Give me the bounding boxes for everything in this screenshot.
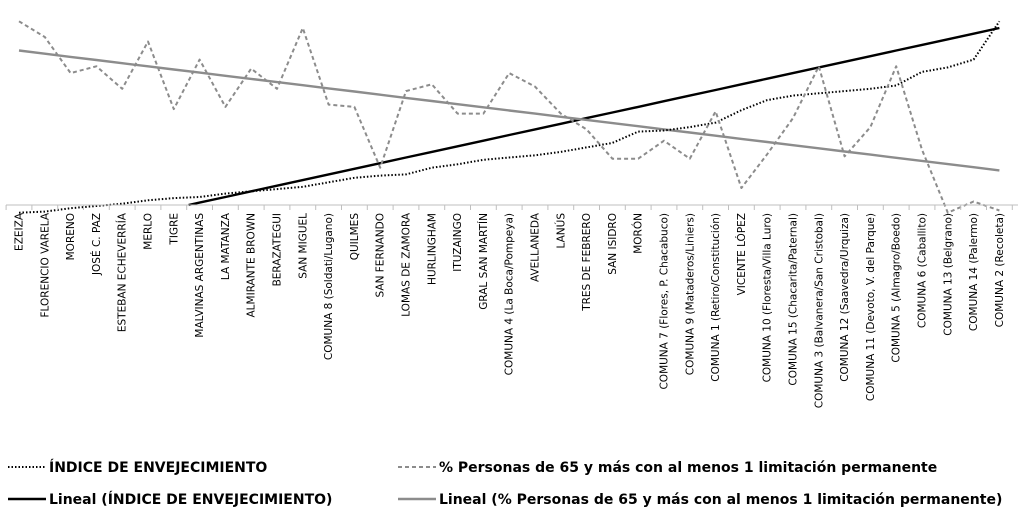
x-tick-label: COMUNA 15 (Chacarita/Paternal) xyxy=(788,213,800,386)
legend-item: Lineal (ÍNDICE DE ENVEJECIMIENTO) xyxy=(8,491,332,508)
trend-line xyxy=(188,26,1000,207)
legend-label: % Personas de 65 y más con al menos 1 li… xyxy=(439,460,937,476)
trend-line xyxy=(18,49,1000,172)
x-tick-label: COMUNA 8 (Soldati/Lugano) xyxy=(323,213,335,360)
x-tick-label: COMUNA 10 (Floresta/Villa Luro) xyxy=(762,213,774,382)
x-tick-label: TRES DE FEBRERO xyxy=(581,213,593,312)
series-line xyxy=(18,20,1001,214)
x-tick-label: COMUNA 5 (Almagro/Boedo) xyxy=(891,213,903,363)
x-tick-label: SAN FERNANDO xyxy=(375,213,387,297)
x-tick-label: COMUNA 13 (Belgrano) xyxy=(942,213,954,336)
series-line xyxy=(18,20,1000,214)
legend: ÍNDICE DE ENVEJECIMIENTO % Personas de 65… xyxy=(8,459,1002,508)
legend-item: ÍNDICE DE ENVEJECIMIENTO xyxy=(8,459,267,476)
x-tick-label: COMUNA 9 (Mataderos/Liniers) xyxy=(684,213,696,375)
x-tick-label: GRAL SAN MARTÍN xyxy=(477,213,490,310)
x-tick-label: COMUNA 12 (Saavedra/Urquiza) xyxy=(839,213,851,382)
x-tick-label: COMUNA 4 (La Boca/Pompeya) xyxy=(504,213,516,375)
x-tick-label: COMUNA 6 (Caballito) xyxy=(917,213,929,328)
x-tick-label: COMUNA 14 (Palermo) xyxy=(968,213,980,331)
x-tick-label: FLORENCIO VARELA xyxy=(39,212,51,317)
x-tick-label: ESTEBAN ECHEVERRÍA xyxy=(116,212,129,332)
legend-label: Lineal (% Personas de 65 y más con al me… xyxy=(439,492,1002,508)
x-tick-label: MERLO xyxy=(143,213,155,250)
x-tick-label: JOSÉ C. PAZ xyxy=(90,213,103,276)
x-tick-label: EZEIZA xyxy=(14,212,26,251)
x-tick-label: HURLINGHAM xyxy=(426,213,438,285)
x-tick-label: MORENO xyxy=(65,213,77,260)
legend-item: Lineal (% Personas de 65 y más con al me… xyxy=(398,492,1002,508)
series-lineal-indice-de-envejecimiento xyxy=(188,26,1000,207)
series-lineal-personas-de-65-y-mas-con-al-menos-1-limitacion-permanente xyxy=(18,49,1000,172)
x-tick-label: QUILMES xyxy=(349,213,361,261)
plot-area xyxy=(18,20,1001,214)
x-axis: EZEIZA FLORENCIO VARELA MORENO JOSÉ C. PAZ E… xyxy=(5,204,1018,408)
x-tick-label: LA MATANZA xyxy=(220,212,232,280)
x-tick-label: COMUNA 2 (Recoleta) xyxy=(994,213,1006,327)
x-tick-label: SAN MIGUEL xyxy=(297,213,309,279)
x-tick-label: MALVINAS ARGENTINAS xyxy=(194,213,206,338)
x-tick-label: LOMAS DE ZAMORA xyxy=(401,212,413,317)
x-tick-label: ITUZAINGO xyxy=(452,213,464,272)
x-tick-label: AVELLANEDA xyxy=(530,212,542,282)
x-tick-label: SAN ISIDRO xyxy=(607,213,619,275)
x-tick-label: COMUNA 11 (Devoto, V. del Parque) xyxy=(865,213,877,401)
x-tick-label: BERAZATEGUI xyxy=(272,213,284,286)
x-tick-label: ALMIRANTE BROWN xyxy=(246,213,258,317)
x-tick-label: COMUNA 1 (Retiro/Constitución) xyxy=(710,213,722,382)
x-tick-label: TIGRE xyxy=(168,213,180,246)
series-personas-de-65-y-mas-con-al-menos-1-limitacion-permanente xyxy=(18,20,1000,214)
x-tick-label: COMUNA 3 (Balvanera/San Cristobal) xyxy=(813,213,825,408)
legend-label: ÍNDICE DE ENVEJECIMIENTO xyxy=(49,459,267,476)
x-tick-label: COMUNA 7 (Flores, P. Chacabuco) xyxy=(659,213,671,390)
x-tick-label: VICENTE LÓPEZ xyxy=(735,213,748,295)
x-tick-label: MORÓN xyxy=(632,213,645,254)
series-indice-de-envejecimiento xyxy=(18,20,1001,214)
legend-label: Lineal (ÍNDICE DE ENVEJECIMIENTO) xyxy=(49,491,332,508)
x-tick-label: LANÚS xyxy=(554,213,567,249)
legend-item: % Personas de 65 y más con al menos 1 li… xyxy=(398,460,937,476)
